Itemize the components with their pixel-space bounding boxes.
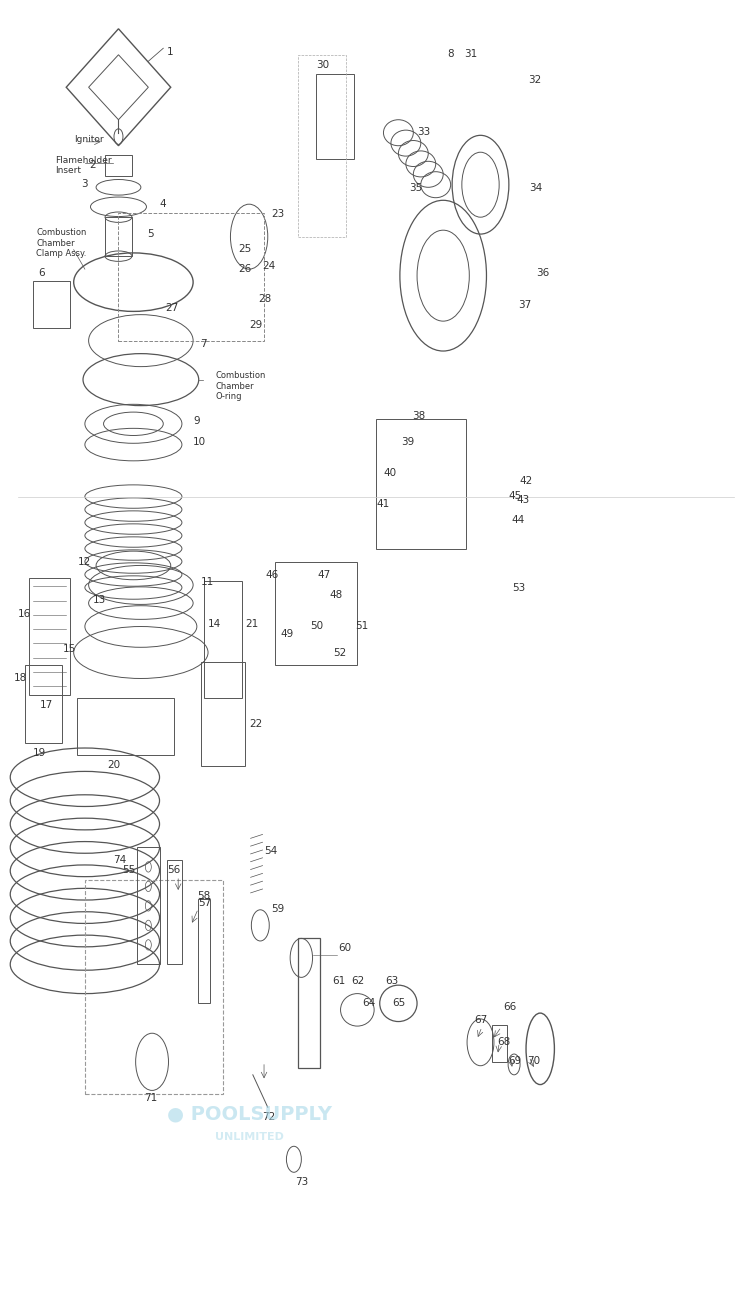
Text: 1: 1 bbox=[167, 47, 174, 56]
Text: 10: 10 bbox=[193, 437, 206, 446]
Text: 65: 65 bbox=[393, 998, 405, 1007]
Text: 5: 5 bbox=[147, 228, 153, 239]
Text: 17: 17 bbox=[40, 701, 53, 710]
Text: UNLIMITED: UNLIMITED bbox=[214, 1133, 284, 1142]
Text: 36: 36 bbox=[536, 268, 550, 278]
Bar bbox=[25, 666, 62, 744]
Text: ● POOLSUPPLY: ● POOLSUPPLY bbox=[167, 1104, 332, 1124]
Text: 68: 68 bbox=[497, 1037, 510, 1047]
Text: 56: 56 bbox=[167, 865, 180, 876]
Bar bbox=[29, 578, 70, 696]
Text: 61: 61 bbox=[332, 976, 346, 985]
Bar bbox=[77, 698, 174, 756]
Text: 14: 14 bbox=[208, 619, 221, 629]
Text: 22: 22 bbox=[249, 719, 262, 728]
Text: 45: 45 bbox=[509, 491, 522, 501]
Text: 25: 25 bbox=[238, 244, 251, 254]
Text: 51: 51 bbox=[355, 621, 368, 632]
Text: 40: 40 bbox=[384, 467, 396, 478]
Bar bbox=[317, 74, 353, 159]
Text: 20: 20 bbox=[108, 760, 120, 770]
Text: 44: 44 bbox=[512, 514, 525, 525]
Bar bbox=[105, 217, 132, 256]
Text: 9: 9 bbox=[193, 416, 200, 425]
Bar bbox=[298, 938, 320, 1069]
Text: Flameholder
Insert: Flameholder Insert bbox=[55, 155, 111, 175]
Text: 54: 54 bbox=[264, 846, 277, 856]
Text: 15: 15 bbox=[62, 645, 76, 655]
Bar bbox=[105, 155, 132, 176]
Text: 43: 43 bbox=[517, 495, 529, 505]
Text: 58: 58 bbox=[197, 891, 210, 902]
Text: 48: 48 bbox=[329, 590, 343, 600]
Text: 18: 18 bbox=[14, 673, 27, 683]
Text: 57: 57 bbox=[199, 898, 211, 908]
Text: 33: 33 bbox=[417, 128, 430, 137]
Bar bbox=[167, 860, 182, 964]
Text: 70: 70 bbox=[527, 1057, 540, 1066]
Text: 66: 66 bbox=[503, 1002, 516, 1011]
Text: 42: 42 bbox=[520, 475, 532, 485]
Text: 67: 67 bbox=[475, 1015, 488, 1024]
Bar bbox=[32, 281, 70, 328]
Text: 23: 23 bbox=[271, 209, 285, 219]
Text: 46: 46 bbox=[265, 570, 279, 581]
Text: 2: 2 bbox=[89, 159, 96, 170]
Text: 74: 74 bbox=[114, 855, 126, 865]
Bar bbox=[275, 561, 357, 666]
Text: 6: 6 bbox=[38, 268, 44, 278]
Text: 28: 28 bbox=[258, 294, 271, 304]
Text: 69: 69 bbox=[508, 1057, 521, 1066]
Text: 39: 39 bbox=[402, 437, 414, 446]
Text: 19: 19 bbox=[32, 749, 46, 758]
Text: 29: 29 bbox=[249, 320, 262, 330]
Text: 7: 7 bbox=[201, 339, 208, 350]
Text: 4: 4 bbox=[159, 198, 166, 209]
Text: 34: 34 bbox=[529, 183, 542, 193]
Text: 35: 35 bbox=[410, 183, 423, 193]
Text: 3: 3 bbox=[81, 179, 88, 189]
Text: 64: 64 bbox=[362, 998, 376, 1007]
Text: 62: 62 bbox=[351, 976, 365, 985]
Text: 8: 8 bbox=[447, 50, 453, 59]
Text: 13: 13 bbox=[92, 595, 105, 606]
Bar bbox=[376, 419, 465, 548]
Text: 55: 55 bbox=[123, 865, 135, 876]
Bar bbox=[119, 213, 264, 341]
Bar bbox=[492, 1026, 507, 1062]
Bar bbox=[199, 899, 211, 1004]
Text: Combustion
Chamber
O-ring: Combustion Chamber O-ring bbox=[216, 371, 266, 401]
Text: 53: 53 bbox=[512, 583, 525, 594]
Text: 32: 32 bbox=[528, 76, 541, 85]
Text: 12: 12 bbox=[77, 557, 91, 568]
Text: 31: 31 bbox=[464, 50, 478, 59]
Text: 38: 38 bbox=[412, 411, 425, 420]
Text: 47: 47 bbox=[318, 570, 331, 581]
Text: 24: 24 bbox=[262, 261, 276, 271]
Text: 63: 63 bbox=[385, 976, 399, 985]
Text: 41: 41 bbox=[376, 499, 390, 509]
Bar bbox=[205, 581, 241, 698]
Text: 49: 49 bbox=[280, 629, 294, 639]
Text: 59: 59 bbox=[271, 904, 285, 915]
Text: 60: 60 bbox=[338, 944, 352, 954]
Text: 30: 30 bbox=[317, 60, 329, 69]
Text: 26: 26 bbox=[238, 264, 251, 274]
Text: 52: 52 bbox=[332, 649, 346, 659]
Bar bbox=[201, 662, 245, 766]
Bar bbox=[137, 847, 159, 964]
Text: 37: 37 bbox=[518, 300, 531, 311]
Text: 16: 16 bbox=[18, 609, 31, 620]
Text: 21: 21 bbox=[245, 619, 259, 629]
Text: 27: 27 bbox=[165, 303, 179, 313]
Bar bbox=[298, 55, 346, 236]
Text: 73: 73 bbox=[296, 1177, 308, 1188]
Bar bbox=[85, 880, 223, 1095]
Text: 72: 72 bbox=[262, 1112, 275, 1122]
Text: Ignitor: Ignitor bbox=[74, 134, 103, 144]
Text: 71: 71 bbox=[144, 1092, 158, 1103]
Text: 11: 11 bbox=[201, 577, 214, 587]
Text: 50: 50 bbox=[311, 621, 323, 632]
Text: Combustion
Chamber
Clamp Assy.: Combustion Chamber Clamp Assy. bbox=[36, 228, 86, 258]
